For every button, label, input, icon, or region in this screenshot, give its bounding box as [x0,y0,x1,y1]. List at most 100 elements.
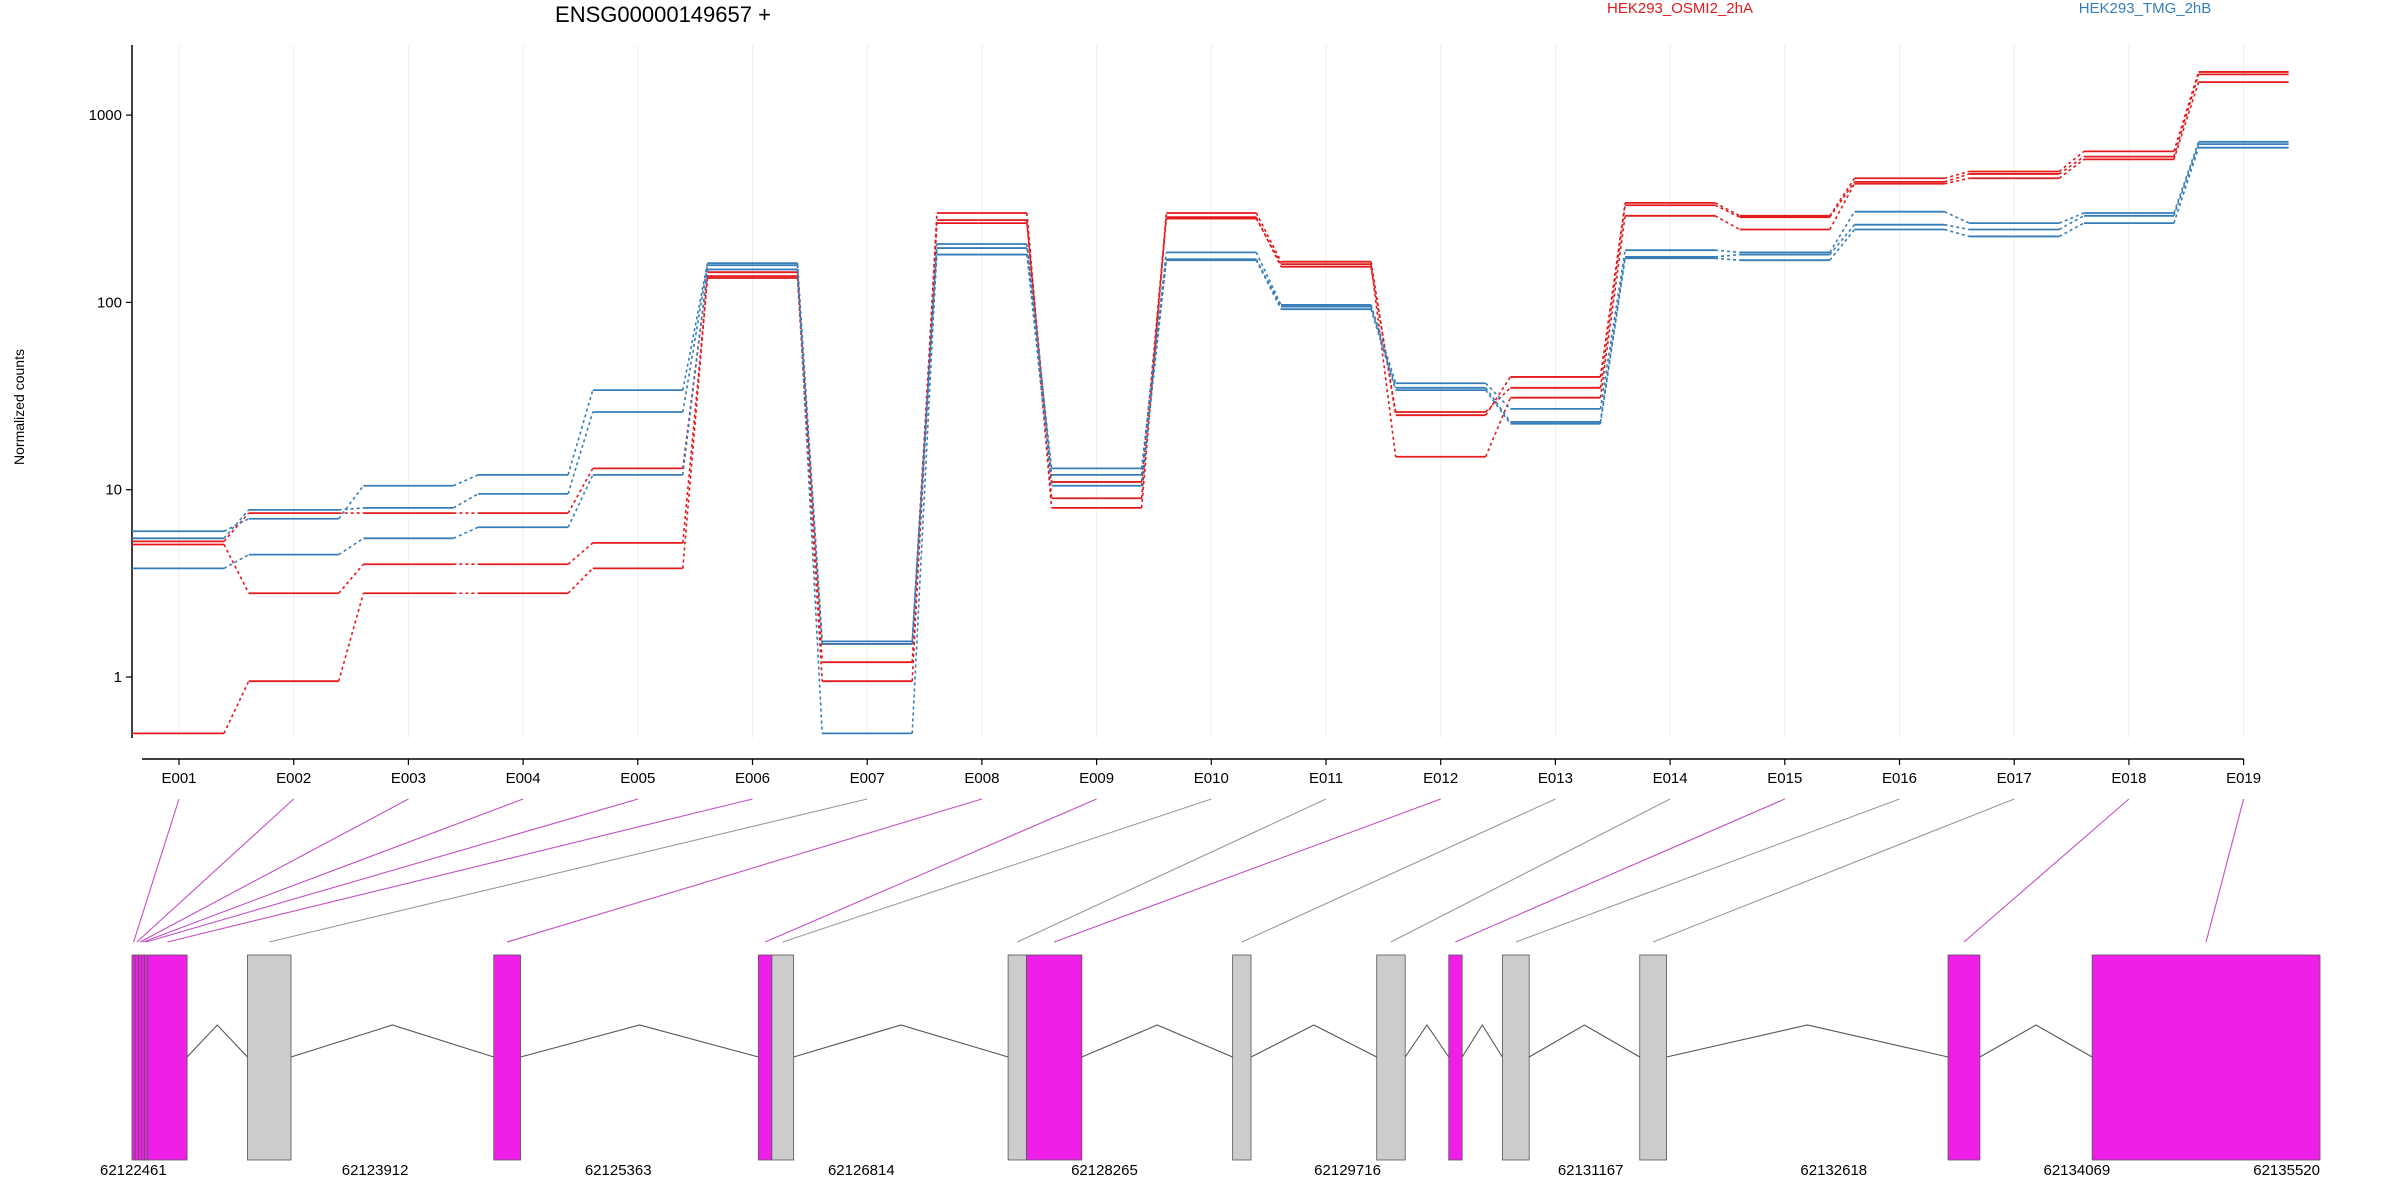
genomic-coordinate-label: 62125363 [585,1162,652,1179]
genomic-coordinate-label: 62128265 [1071,1162,1138,1179]
series-transition [223,512,250,542]
x-tick-label-e004: E004 [506,770,541,787]
x-tick-label-e015: E015 [1767,770,1802,787]
series-transition [1255,259,1282,310]
series-transition [1485,387,1512,423]
connector-e019 [2205,798,2245,943]
legend-entry-tmg: HEK293_TMG_2hB [2079,0,2212,17]
series-2 [132,73,2289,683]
series-6 [132,146,2289,645]
x-tick-label-e002: E002 [276,770,311,787]
x-tick-label-e019: E019 [2226,770,2261,787]
series-transition [2173,81,2200,160]
series-transition [1140,259,1168,475]
series-1 [132,71,2289,664]
exon-box-e009 [758,954,773,1161]
series-transition [1599,205,1626,388]
genomic-coordinate-label: 62134069 [2044,1162,2111,1179]
connector-e009 [764,798,1097,943]
exon-box-e013 [1232,954,1252,1161]
series-transition [1370,266,1397,413]
series-transition [567,389,594,476]
chart-title: ENSG00000149657 + [555,2,771,27]
series-transition [1370,306,1397,389]
series-transition [1715,257,1740,261]
y-axis-label: Normalized counts [11,349,27,465]
connector-e018 [1963,798,2130,943]
genomic-coordinate-label: 62129716 [1314,1162,1381,1179]
series-transition [1944,228,1970,238]
x-tick-label-e018: E018 [2111,770,2146,787]
series-transition [2173,143,2200,217]
intron-line [1528,1024,1641,1058]
series-transition [223,553,250,570]
exon-box-e018 [1947,954,1981,1161]
series-transition [1026,254,1053,486]
series-transition [1026,243,1053,469]
x-axis: E001 E002 E003 E004 E005 E006 E007 E008 E009 E010… [142,758,2261,787]
genomic-coordinate-label: 62131167 [1558,1162,1624,1179]
series-transition [682,277,709,543]
series-transition [1829,183,1856,230]
connector-e014 [1390,798,1671,943]
exon-box-e017 [1639,954,1667,1161]
series-transition [1140,217,1168,508]
series-transition [1485,389,1512,425]
series-transition [223,680,250,734]
y-tick-label: 100 [97,294,122,311]
series-transition [2173,71,2200,152]
exon-connectors [133,798,2245,943]
series-transition [682,265,709,413]
series-transition [567,467,594,514]
connector-e004 [142,798,524,943]
series-transition [2058,212,2085,224]
series-transition [911,248,938,734]
series-transition [2058,150,2085,173]
x-tick-label-e001: E001 [161,770,196,787]
genomic-coordinate-label: 62123912 [342,1162,409,1179]
series-transition [1715,249,1740,254]
exon-box-e005 [143,954,149,1161]
exon-box-e010 [771,954,795,1161]
x-tick-label-e007: E007 [850,770,885,787]
series-transition [567,474,594,528]
series-transition [796,272,823,663]
series-transition [223,544,250,594]
series-transition [1944,223,1970,231]
series-transition [1485,376,1512,416]
series-transition [338,485,365,520]
connector-e001 [133,798,180,943]
genomic-coordinate-label: 62122461 [100,1162,167,1179]
series-transition [1599,202,1626,378]
x-tick-label-e011: E011 [1309,770,1343,787]
series-transition [1829,229,1856,261]
series-transition [453,474,479,487]
series-transition [1484,397,1512,458]
intron-line [1666,1024,1949,1058]
x-tick-label-e017: E017 [1997,770,2032,787]
series-lines [132,71,2289,735]
series-transition [1715,253,1740,258]
series-transition [2058,155,2085,175]
exon-box-e002 [134,954,139,1161]
exon-box-e019 [2091,954,2321,1161]
series-transition [1944,173,1970,183]
series-transition [1829,211,1856,253]
series-transition [682,272,709,469]
connector-e002 [136,798,295,943]
x-tick-label-e005: E005 [620,770,655,787]
legend-entry-osmi2: HEK293_OSMI2_2hA [1607,0,1753,17]
series-transition [1714,215,1741,231]
connector-e017 [1652,798,2015,943]
series-transition [1944,177,1970,185]
y-tick-label: 10 [105,482,122,499]
connector-e006 [167,798,753,943]
x-tick-label-e006: E006 [735,770,770,787]
connector-e008 [506,798,983,943]
exon-box-e014 [1376,954,1406,1161]
intron-line [186,1024,248,1058]
series-transition [1370,264,1397,457]
series-transition [338,537,364,556]
intron-line [290,1024,494,1058]
genomic-axis: 62122461 62123912 62125363 62126814 62128265… [100,1162,2320,1179]
